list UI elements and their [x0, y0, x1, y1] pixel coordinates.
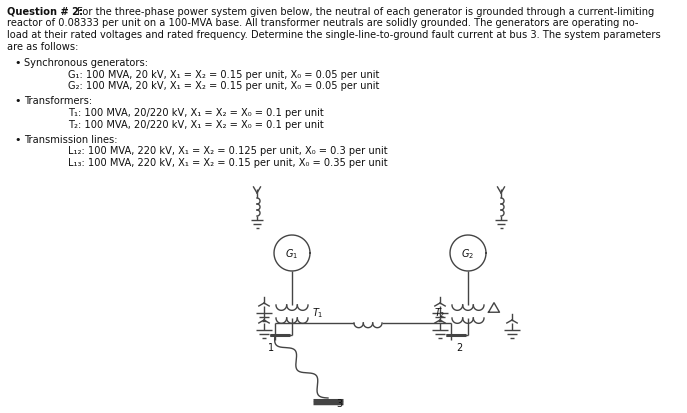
Text: $G_2$: $G_2$ — [462, 247, 475, 261]
Text: load at their rated voltages and rated frequency. Determine the single-line-to-g: load at their rated voltages and rated f… — [7, 30, 661, 40]
Text: •: • — [14, 135, 21, 145]
Text: reactor of 0.08333 per unit on a 100-MVA base. All transformer neutrals are soli: reactor of 0.08333 per unit on a 100-MVA… — [7, 19, 638, 28]
Text: 1: 1 — [268, 343, 274, 353]
Text: G₂: 100 MVA, 20 kV, X₁ = X₂ = 0.15 per unit, X₀ = 0.05 per unit: G₂: 100 MVA, 20 kV, X₁ = X₂ = 0.15 per u… — [68, 81, 379, 91]
Text: G₁: 100 MVA, 20 kV, X₁ = X₂ = 0.15 per unit, X₀ = 0.05 per unit: G₁: 100 MVA, 20 kV, X₁ = X₂ = 0.15 per u… — [68, 69, 379, 79]
Text: are as follows:: are as follows: — [7, 41, 78, 52]
Text: L₁₂: 100 MVA, 220 kV, X₁ = X₂ = 0.125 per unit, X₀ = 0.3 per unit: L₁₂: 100 MVA, 220 kV, X₁ = X₂ = 0.125 pe… — [68, 147, 387, 157]
Text: 2: 2 — [456, 343, 462, 353]
Text: •: • — [14, 58, 21, 68]
Text: For the three-phase power system given below, the neutral of each generator is g: For the three-phase power system given b… — [74, 7, 654, 17]
Text: $T_2$: $T_2$ — [434, 306, 445, 320]
Text: 3: 3 — [336, 399, 342, 409]
Text: $G_1$: $G_1$ — [285, 247, 299, 261]
Text: $T_1$: $T_1$ — [312, 306, 324, 320]
Text: Transmission lines:: Transmission lines: — [24, 135, 117, 145]
Text: Transformers:: Transformers: — [24, 97, 92, 107]
Text: T₂: 100 MVA, 20/220 kV, X₁ = X₂ = X₀ = 0.1 per unit: T₂: 100 MVA, 20/220 kV, X₁ = X₂ = X₀ = 0… — [68, 119, 324, 130]
Text: •: • — [14, 97, 21, 107]
Text: Question # 2:: Question # 2: — [7, 7, 83, 17]
Text: T₁: 100 MVA, 20/220 kV, X₁ = X₂ = X₀ = 0.1 per unit: T₁: 100 MVA, 20/220 kV, X₁ = X₂ = X₀ = 0… — [68, 108, 324, 118]
Text: Synchronous generators:: Synchronous generators: — [24, 58, 148, 68]
Text: L₁₃: 100 MVA, 220 kV, X₁ = X₂ = 0.15 per unit, X₀ = 0.35 per unit: L₁₃: 100 MVA, 220 kV, X₁ = X₂ = 0.15 per… — [68, 158, 387, 168]
